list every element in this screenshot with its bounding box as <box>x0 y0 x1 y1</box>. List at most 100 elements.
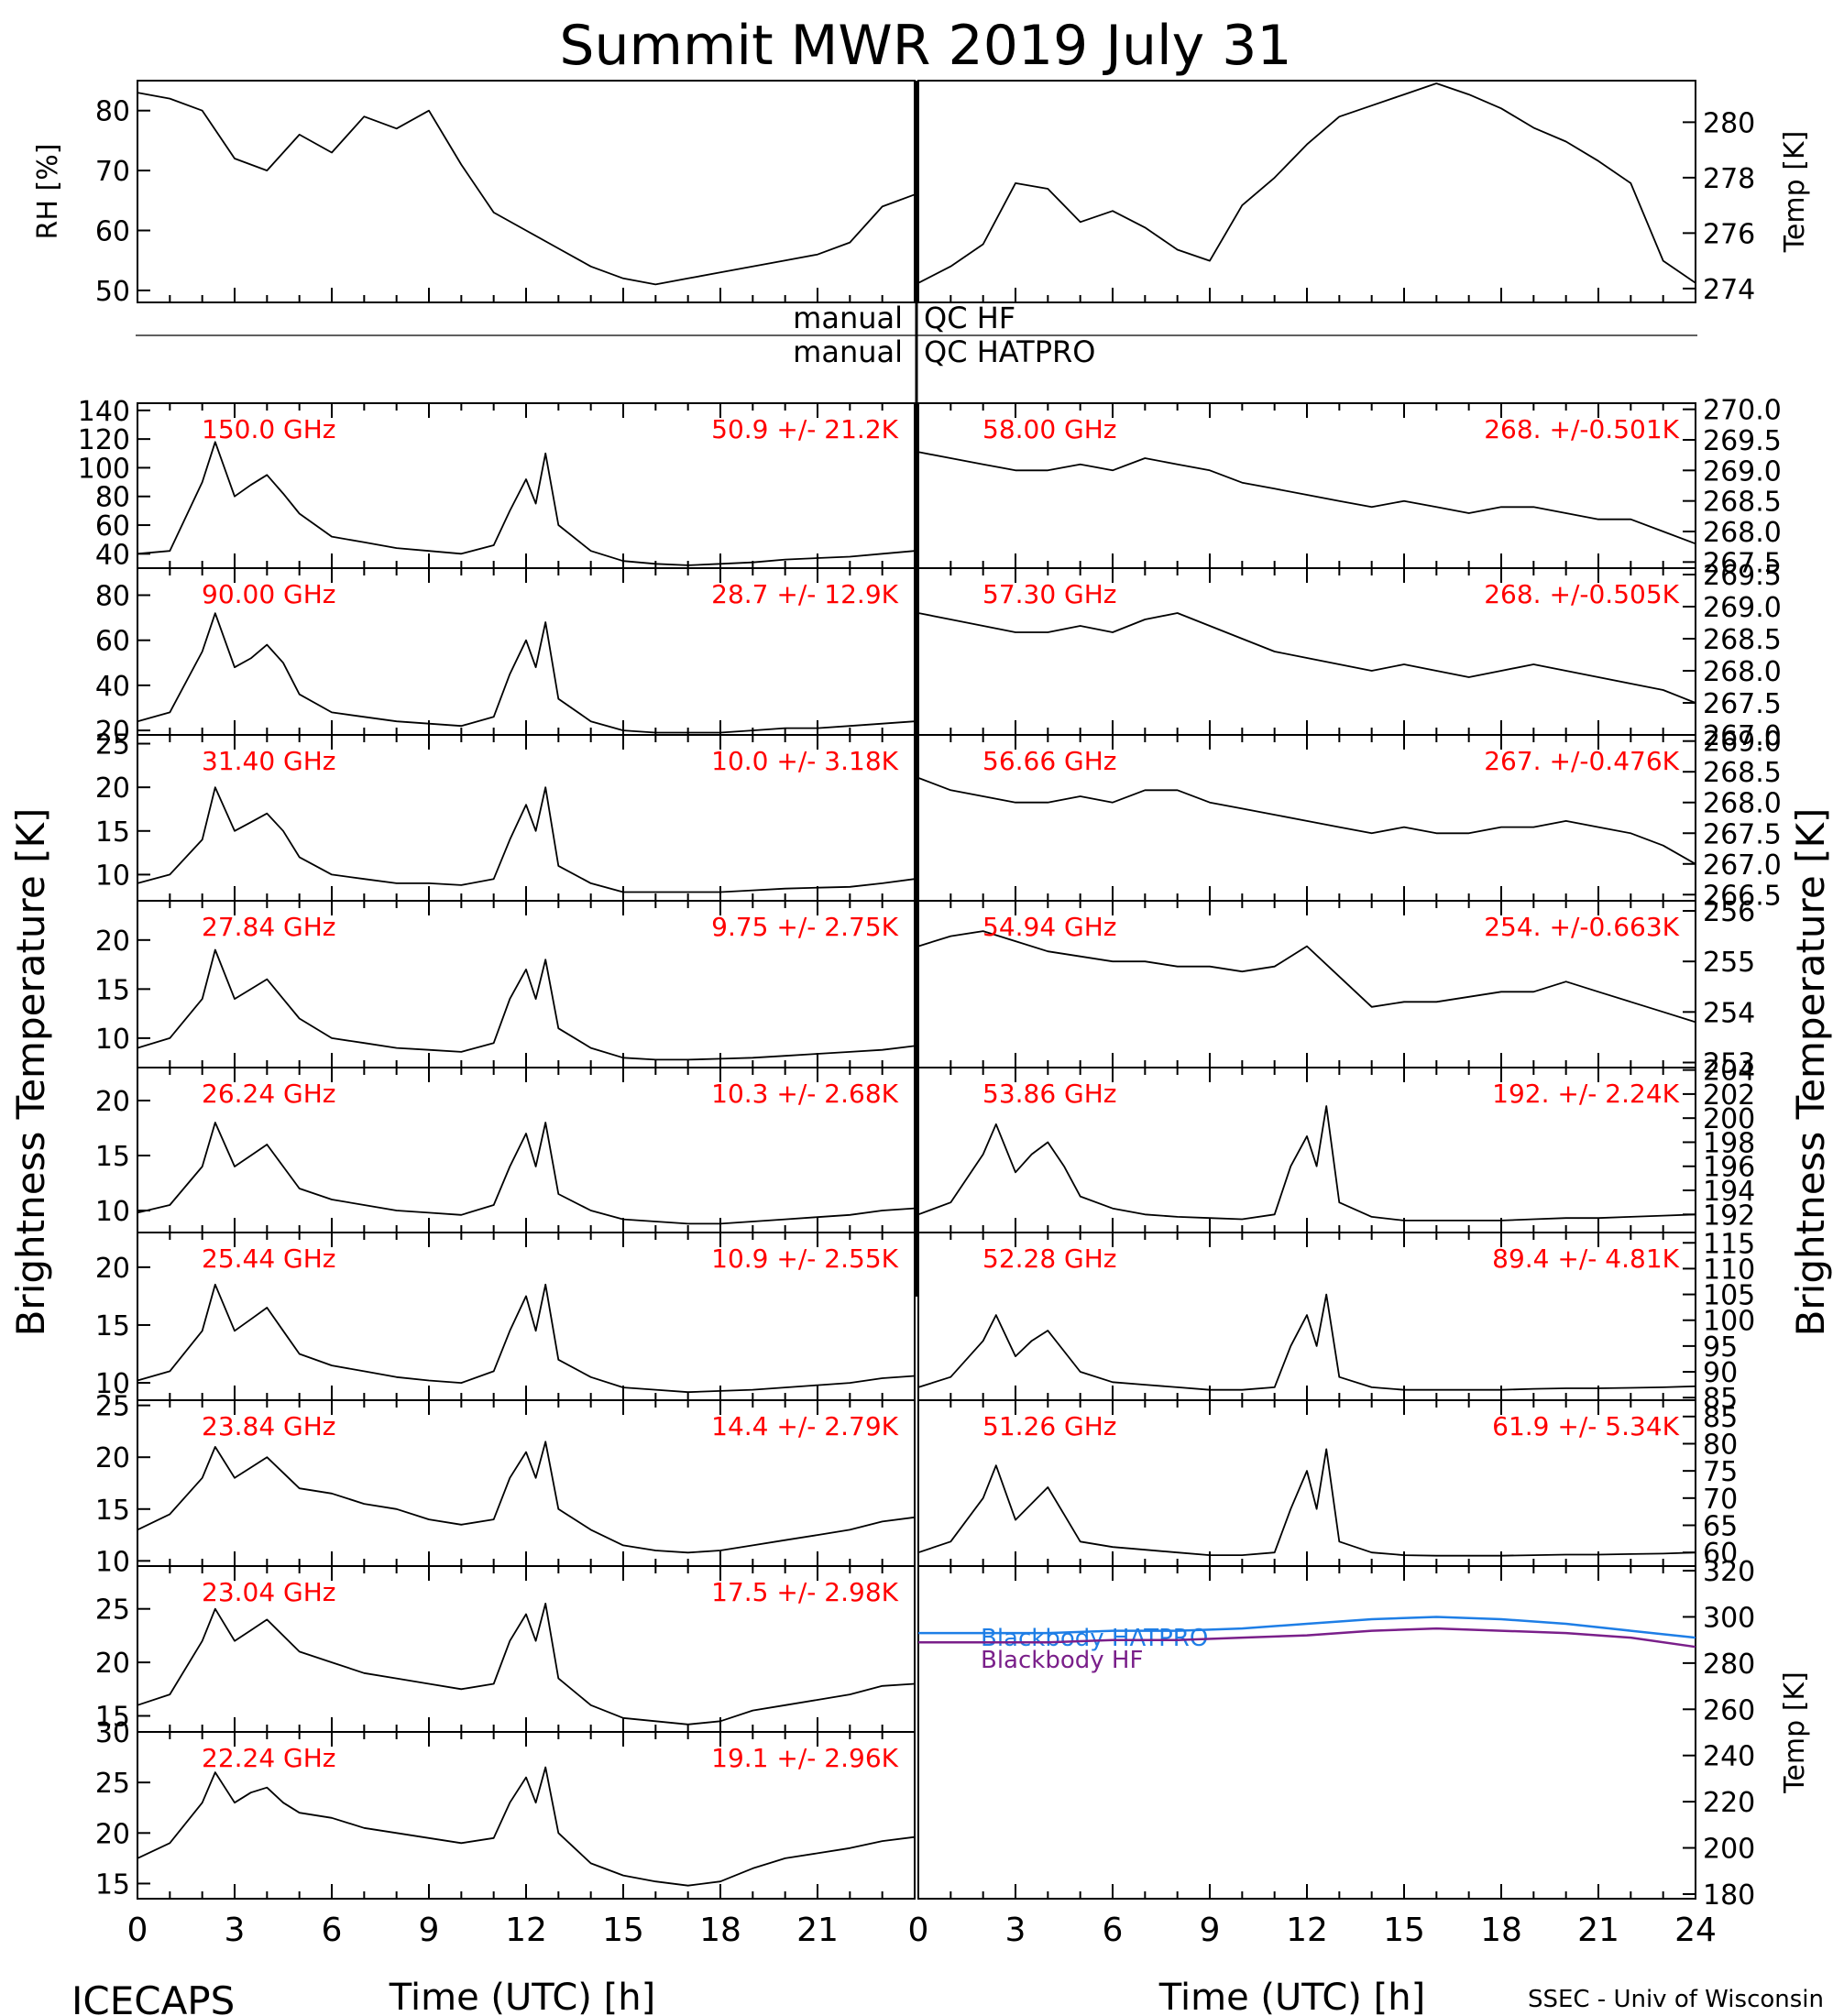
y-tick-label: 70 <box>95 156 130 188</box>
freq-label: 52.28 GHz <box>982 1244 1117 1274</box>
y-tick-label: 15 <box>95 1310 130 1342</box>
panel-f3140: 10 15 20 25 31.40 GHz 10.0 +/- 3.18K <box>95 729 916 902</box>
panel-f2224: 15 20 25 30 22.24 GHz 19.1 +/- 2.96K 0 3 6 9 12 15 1… <box>95 1717 916 1949</box>
x-tick-label: 9 <box>419 1912 440 1949</box>
y-tick-label: 202 <box>1703 1079 1755 1112</box>
x-tick-label: 6 <box>322 1912 343 1949</box>
series-line <box>137 441 916 566</box>
panel-f5494: 253 254 255 256 54.94 GHz 254. +/-0.663K <box>917 896 1755 1079</box>
y-tick-label: 269.5 <box>1703 425 1782 457</box>
freq-label: 31.40 GHz <box>202 746 336 776</box>
stats-label: 268. +/-0.505K <box>1484 579 1679 609</box>
stats-label: 61.9 +/- 5.34K <box>1492 1411 1679 1441</box>
y-tick-label: 268.5 <box>1703 487 1782 519</box>
y-tick-label: 20 <box>95 1818 130 1850</box>
panel-f2384: 10 15 20 25 23.84 GHz 14.4 +/- 2.79K <box>95 1391 916 1578</box>
y-tick-label: 40 <box>95 671 130 703</box>
series-line <box>137 92 916 286</box>
qc-hf-prefix: manual <box>793 301 903 335</box>
panel-f2304: 15 20 25 23.04 GHz 17.5 +/- 2.98K <box>95 1565 916 1733</box>
y-tick-label: 266.5 <box>1703 880 1782 912</box>
y-tick-label: 85 <box>1703 1383 1738 1415</box>
y-tick-label: 240 <box>1703 1741 1755 1773</box>
series-line <box>137 612 916 734</box>
x-tick-label: 15 <box>602 1912 644 1949</box>
qc-hf-label: QC HF <box>924 301 1015 335</box>
freq-label: 23.04 GHz <box>202 1577 336 1607</box>
stats-label: 9.75 +/- 2.75K <box>711 912 898 942</box>
series-line <box>917 1293 1696 1391</box>
series-line <box>917 930 1696 1024</box>
freq-label: 25.44 GHz <box>202 1244 336 1274</box>
freq-label: 54.94 GHz <box>982 912 1117 942</box>
y-tick-label: 267.0 <box>1703 849 1782 882</box>
y-axis-title: Temp [K] <box>1779 1671 1811 1794</box>
series-line <box>137 786 916 893</box>
y-tick-label: 60 <box>95 216 130 248</box>
y-tick-label: 15 <box>95 1495 130 1527</box>
y-tick-label: 269.5 <box>1703 560 1782 592</box>
y-tick-label: 20 <box>95 1442 130 1474</box>
footer-right: SSEC - Univ of Wisconsin <box>1528 1986 1824 2013</box>
stats-label: 17.5 +/- 2.98K <box>711 1577 898 1607</box>
y-tick-label: 75 <box>1703 1456 1738 1488</box>
x-tick-label: 15 <box>1383 1912 1425 1949</box>
y-tick-label: 70 <box>1703 1484 1738 1516</box>
y-tick-label: 196 <box>1703 1152 1755 1184</box>
x-tick-label: 12 <box>1286 1912 1328 1949</box>
y-tick-label: 20 <box>95 772 130 805</box>
y-tick-label: 25 <box>95 1594 130 1627</box>
freq-label: 58.00 GHz <box>982 414 1117 444</box>
y-tick-label: 267.5 <box>1703 547 1782 579</box>
x-tick-label: 18 <box>1480 1912 1522 1949</box>
series-line <box>917 612 1696 704</box>
y-tick-label: 20 <box>95 1253 130 1285</box>
y-tick-label: 180 <box>1703 1879 1755 1912</box>
y-tick-label: 204 <box>1703 1056 1755 1088</box>
y-tick-label: 278 <box>1703 163 1755 195</box>
y-tick-label: 60 <box>95 510 130 542</box>
x-tick-label: 3 <box>1005 1912 1026 1949</box>
series-line <box>137 1283 916 1394</box>
y-tick-label: 25 <box>95 729 130 761</box>
series-line <box>137 948 916 1061</box>
x-tick-label: 0 <box>908 1912 929 1949</box>
series-line-hf <box>918 1627 1696 1649</box>
y-tick-label: 25 <box>95 1768 130 1800</box>
stats-label: 10.0 +/- 3.18K <box>711 746 898 776</box>
panel-frame <box>917 80 1696 303</box>
stats-label: 10.9 +/- 2.55K <box>711 1244 898 1274</box>
y-tick-label: 110 <box>1703 1254 1755 1286</box>
y-tick-label: 10 <box>95 1024 130 1056</box>
left-xaxis-title: Time (UTC) [h] <box>389 1977 655 2016</box>
qc-hatpro-label: QC HATPRO <box>924 334 1095 369</box>
x-tick-label: 18 <box>699 1912 741 1949</box>
y-axis-title: Temp [K] <box>1779 131 1811 254</box>
series-line <box>137 1441 916 1554</box>
y-tick-label: 10 <box>95 860 130 892</box>
footer-left: ICECAPS <box>71 1978 235 2016</box>
stats-label: 10.3 +/- 2.68K <box>711 1079 898 1109</box>
x-tick-label: 9 <box>1200 1912 1221 1949</box>
y-tick-label: 80 <box>1703 1429 1738 1461</box>
stats-label: 267. +/-0.476K <box>1484 746 1679 776</box>
y-tick-label: 200 <box>1703 1834 1755 1866</box>
freq-label: 150.0 GHz <box>202 414 336 444</box>
x-tick-label: 12 <box>505 1912 547 1949</box>
y-tick-label: 80 <box>95 581 130 613</box>
y-tick-label: 50 <box>95 276 130 308</box>
y-tick-label: 15 <box>95 816 130 849</box>
qc-strip: manual QC HF manual QC HATPRO <box>136 301 1697 369</box>
y-tick-label: 15 <box>95 1701 130 1733</box>
y-tick-label: 267.0 <box>1703 720 1782 752</box>
y-tick-label: 267.5 <box>1703 818 1782 850</box>
stats-label: 28.7 +/- 12.9K <box>711 579 898 609</box>
series-line <box>917 1448 1696 1557</box>
y-tick-label: 10 <box>95 1368 130 1400</box>
y-tick-label: 268.0 <box>1703 656 1782 688</box>
